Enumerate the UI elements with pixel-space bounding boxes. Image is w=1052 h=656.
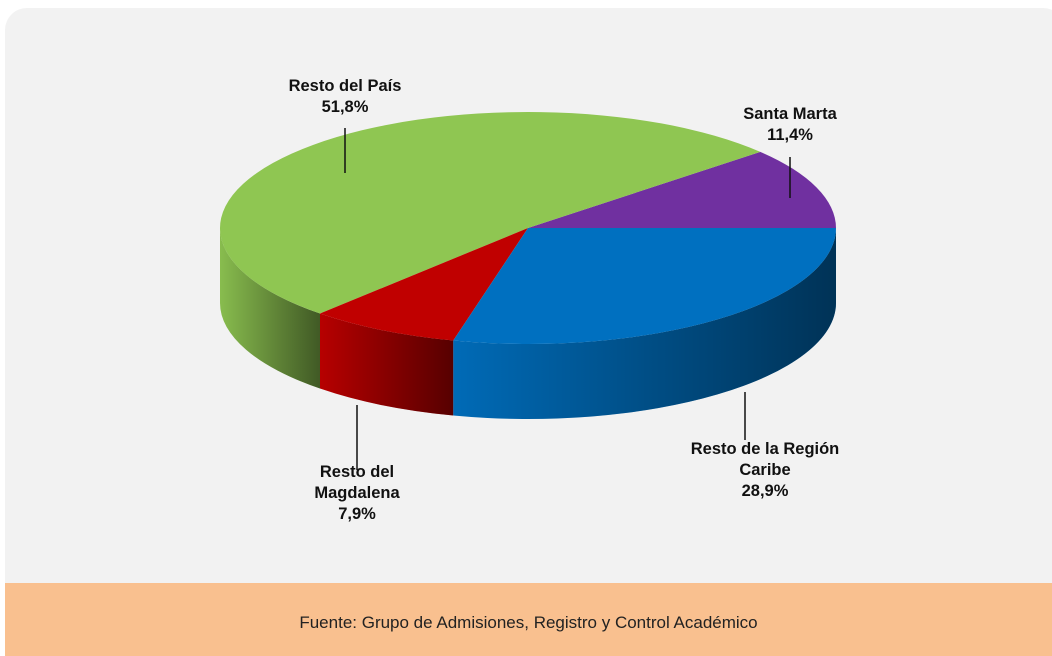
slice-label: Santa Marta 11,4%	[700, 104, 880, 146]
chart	[219, 111, 836, 470]
category-name: Santa Marta	[743, 105, 837, 123]
side-shade	[453, 228, 836, 419]
slice-label: Resto del País 51,8%	[255, 76, 435, 118]
side-shade	[220, 228, 320, 389]
value-label: 7,9%	[338, 505, 376, 523]
value-label: 28,9%	[741, 482, 789, 500]
slice	[219, 111, 761, 314]
value-label: 51,8%	[321, 98, 369, 116]
slice-label: Resto del Magdalena 7,9%	[292, 462, 422, 525]
slice	[528, 151, 836, 228]
category-name: Resto del Magdalena	[314, 463, 400, 502]
category-name: Resto del País	[288, 77, 402, 95]
footer: Fuente: Grupo de Admisiones, Registro y …	[5, 583, 1052, 656]
side-shade	[319, 313, 454, 416]
slice-label: Resto de la Región Caribe 28,9%	[690, 439, 840, 502]
slice	[453, 228, 836, 344]
category-name: Resto de la Región Caribe	[690, 440, 840, 479]
source: Fuente: Grupo de Admisiones, Registro y …	[299, 613, 758, 632]
value-label: 11,4%	[767, 126, 813, 144]
slice	[319, 228, 528, 341]
